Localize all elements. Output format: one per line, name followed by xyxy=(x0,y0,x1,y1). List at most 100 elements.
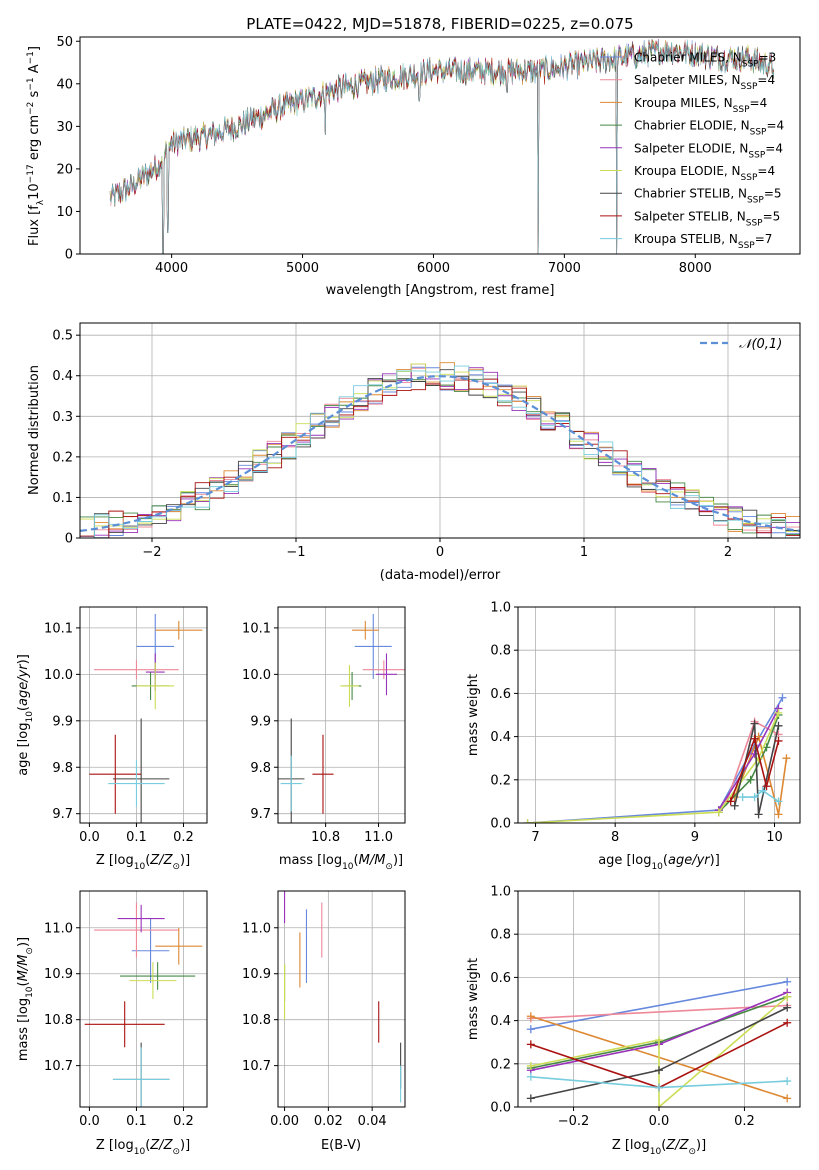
errorbar-point xyxy=(352,620,379,640)
weight-marker xyxy=(655,1066,663,1075)
weight-marker xyxy=(726,797,735,806)
y-tick-label: 0 xyxy=(65,248,73,263)
x-tick-label: 0.0 xyxy=(649,1114,670,1129)
weight-marker xyxy=(526,1040,535,1049)
errorbar-point xyxy=(129,962,177,999)
weight-marker xyxy=(746,775,755,784)
y-tick-label: 10.7 xyxy=(44,1059,73,1074)
weight-marker xyxy=(655,1036,663,1045)
x-tick-label: 0.04 xyxy=(358,1114,387,1129)
legend-label: Salpeter ELODIE, NSSP=4 xyxy=(634,141,783,160)
x-tick-label: 0.0 xyxy=(79,1114,100,1129)
y-tick-label: 0.8 xyxy=(490,928,511,943)
weight-marker xyxy=(783,992,792,1001)
x-axis-label: Z [log10(Z/Z⊙)] xyxy=(96,853,190,872)
weight-marker xyxy=(754,810,763,819)
plot-background xyxy=(518,607,800,823)
weight-marker xyxy=(526,1012,535,1021)
axes-frame xyxy=(79,890,208,1108)
weight-marker xyxy=(738,793,747,802)
y-tick-label: 10.1 xyxy=(242,621,271,636)
y-tick-label: 9.7 xyxy=(52,807,73,822)
legend-label: Kroupa ELODIE, NSSP=4 xyxy=(634,164,775,183)
y-axis-label: mass weight xyxy=(466,674,481,756)
weight-line xyxy=(530,980,788,1030)
y-axis-label: Normed distribution xyxy=(27,365,42,495)
spectrum-line xyxy=(109,39,775,254)
legend-label: 𝒩(0,1) xyxy=(739,337,782,352)
y-tick-label: 0.4 xyxy=(52,369,73,384)
errorbar-point xyxy=(94,902,179,958)
x-tick-label: 0.1 xyxy=(126,1114,147,1129)
spectrum-line xyxy=(109,39,775,254)
weight-line xyxy=(530,1004,788,1020)
y-axis-label: age [log10(age/yr)] xyxy=(16,654,35,776)
errorbar-point xyxy=(94,660,179,679)
x-tick-label: 2 xyxy=(724,545,732,560)
weight-marker xyxy=(523,819,532,823)
legend-label: Kroupa MILES, NSSP=4 xyxy=(634,96,767,115)
x-axis-label: wavelength [Angstrom, rest frame] xyxy=(326,283,555,298)
y-tick-label: 11.0 xyxy=(44,921,73,936)
plot-background xyxy=(80,891,207,1107)
axes: −0.2 0.0 0.2 0.0 0.2 0.4 0.6 0.8 1.0 xyxy=(490,885,801,1129)
y-tick-label: 0.6 xyxy=(490,971,511,986)
legend-label: Chabrier STELIB, NSSP=5 xyxy=(634,187,782,206)
axes: −2 −1 0 1 2 0 0.1 0.2 0.3 0.4 0.5 xyxy=(52,322,801,560)
weight-line xyxy=(742,789,779,803)
x-tick-label: 1 xyxy=(580,545,588,560)
x-tick-label: 10.8 xyxy=(311,830,340,845)
weight-marker xyxy=(762,782,771,791)
y-tick-label: 0.2 xyxy=(52,450,73,465)
x-tick-label: 7 xyxy=(531,830,539,845)
y-tick-label: 9.8 xyxy=(250,761,271,776)
axes-frame xyxy=(79,606,208,824)
errorbar-point xyxy=(108,760,165,807)
x-axis-label: E(B-V) xyxy=(321,1138,361,1153)
x-tick-label: −0.2 xyxy=(558,1114,590,1129)
weight-marker xyxy=(526,1072,535,1081)
y-tick-label: 50 xyxy=(56,35,73,50)
y-tick-label: 0.2 xyxy=(490,1057,511,1072)
y-tick-label: 0 xyxy=(65,532,73,547)
y-tick-label: 0.3 xyxy=(52,410,73,425)
weight-marker xyxy=(778,693,787,702)
panel-mass-vs-Z: 0.0 0.1 0.2 10.7 10.8 10.9 11.0 Z [log10(Z/Z⊙)]… xyxy=(16,890,208,1157)
y-tick-label: 9.8 xyxy=(52,761,73,776)
panel-residuals: −2 −1 0 1 2 0 0.1 0.2 0.3 0.4 0.5 𝒩(0,1) (data-model… xyxy=(27,322,801,583)
errorbar-point xyxy=(354,613,392,679)
panel-spectrum: 4000 5000 6000 7000 8000 0 10 20 30 40 50 Chabrier … xyxy=(26,35,801,298)
y-tick-label: 9.9 xyxy=(250,714,271,729)
weight-marker xyxy=(758,786,767,795)
errorbar-point xyxy=(112,718,170,823)
axes-frame xyxy=(277,606,406,824)
weight-marker xyxy=(750,719,759,728)
x-tick-label: 0.2 xyxy=(734,1114,755,1129)
weight-marker xyxy=(774,708,783,717)
axes-frame xyxy=(517,606,801,824)
x-axis-label: age [log10(age/yr)] xyxy=(598,853,720,872)
y-tick-label: 40 xyxy=(56,77,73,92)
axes: 7 8 9 10 0.0 0.2 0.4 0.6 0.8 1.0 xyxy=(490,601,801,845)
histogram-step xyxy=(80,378,800,538)
y-tick-label: 0.4 xyxy=(490,1014,511,1029)
x-tick-label: 0.2 xyxy=(173,830,194,845)
panel-mass-vs-EBV: 0.00 0.02 0.04 10.7 10.8 10.9 11.0 E(B-V) xyxy=(242,890,406,1153)
x-tick-label: 0.02 xyxy=(314,1114,343,1129)
weight-marker xyxy=(750,749,759,758)
weight-marker xyxy=(783,1094,792,1103)
grid xyxy=(278,891,405,1107)
plot-background xyxy=(80,607,207,823)
panel-age-vs-mass: 10.8 11.0 9.7 9.8 9.9 10.0 10.1 mass [log10(M/M… xyxy=(242,606,406,872)
y-tick-label: 30 xyxy=(56,120,73,135)
legend-label: Kroupa STELIB, NSSP=7 xyxy=(634,232,772,251)
y-axis-label: mass weight xyxy=(466,958,481,1040)
x-tick-label: 6000 xyxy=(417,261,450,276)
weight-marker xyxy=(714,808,723,817)
figure-title: PLATE=0422, MJD=51878, FIBERID=0225, z=0… xyxy=(246,15,633,33)
y-tick-label: 0.4 xyxy=(490,730,511,745)
weight-marker xyxy=(774,736,783,745)
x-tick-label: 8000 xyxy=(679,261,712,276)
errorbar-point xyxy=(84,1001,165,1048)
